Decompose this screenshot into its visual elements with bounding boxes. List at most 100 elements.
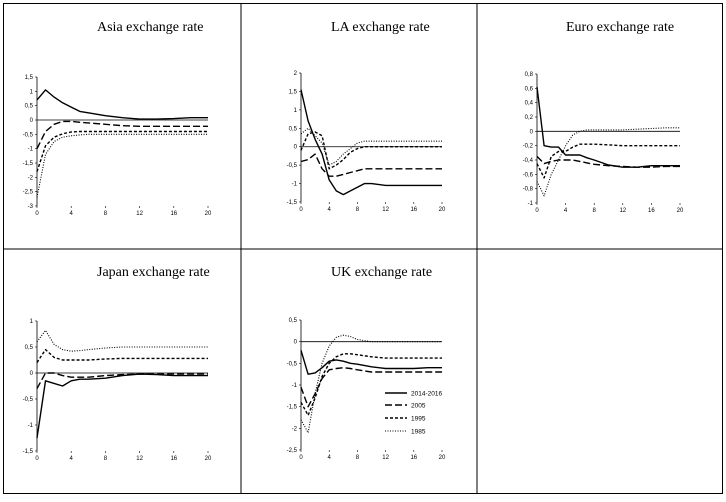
asia-plot: 1,510,50-0,5-1-1,5-2-2,5-30 4 8 12 16 20: [23, 75, 212, 217]
japan-panel-title: Japan exchange rate: [97, 265, 210, 280]
la-series-2014-2016: [300, 89, 442, 196]
japan-series-2014-2016: [36, 373, 208, 439]
legend-label-1985: 1985: [411, 429, 426, 436]
asia-y-tick-label: -2,5: [23, 190, 34, 196]
plot-layer: 1,5 1 0,5 0 -0,5 -1 -1,5 -2 -2,5 -3 0 4 8 12 16 20 2 1,5 1…: [23, 71, 684, 462]
uk-y-tick-label: 0: [294, 340, 298, 346]
la-y-tick-label: -1: [292, 182, 298, 188]
la-y-tick-label: -1,5: [287, 200, 298, 206]
euro-x-tick-label: 0: [535, 208, 539, 214]
la-y-tick-label: 2: [294, 71, 298, 77]
asia-y-tick-label: -2: [28, 175, 34, 181]
asia-y-tick-label: -3: [28, 204, 34, 210]
uk-y-tick-label: -1,5: [287, 405, 298, 411]
la-y-tick-label: 1: [294, 108, 298, 114]
la-series-1995: [300, 131, 442, 170]
uk-series-2014-2016: [300, 350, 442, 375]
euro-x-tick-label: 12: [619, 208, 626, 214]
euro-y-tick-label: 0,8: [525, 72, 534, 78]
uk-legend: 2014-2016 2005 1995 1985: [385, 391, 442, 436]
uk-x-tick-label: 12: [382, 455, 389, 461]
euro-y-tick-label: -0,2: [523, 144, 534, 150]
japan-x-tick-label: 4: [70, 456, 74, 462]
uk-y-tick-label: 0,5: [289, 318, 298, 324]
japan-series-1995: [36, 348, 208, 363]
uk-series-1985: [300, 334, 442, 434]
euro-panel-title: Euro exchange rate: [566, 20, 674, 35]
japan-y-tick-label: -1: [28, 423, 34, 429]
euro-series-2005: [536, 155, 680, 168]
euro-series-2014-2016: [536, 86, 680, 168]
asia-x-tick-label: 8: [104, 211, 108, 217]
uk-x-tick-label: 16: [410, 455, 417, 461]
asia-y-tick-label: -0,5: [23, 132, 34, 138]
japan-x-tick-label: 16: [170, 456, 177, 462]
euro-y-tick-label: -1: [528, 201, 534, 207]
euro-y-tick-label: -0,6: [523, 172, 534, 178]
euro-y-tick-label: -0,8: [523, 187, 534, 193]
asia-x-tick-label: 16: [170, 211, 177, 217]
japan-x-tick-label: 12: [136, 456, 143, 462]
la-x-tick-label: 8: [356, 207, 360, 213]
la-series-1985: [300, 127, 442, 166]
la-y-tick-label: 0,5: [289, 126, 298, 132]
uk-series-2005: [300, 367, 442, 408]
la-y-tick-label: 1,5: [289, 89, 298, 95]
la-series-2005: [300, 153, 442, 177]
uk-y-tick-label: -1: [292, 383, 298, 389]
la-y-tick-label: 0: [294, 145, 298, 151]
japan-x-tick-label: 0: [35, 456, 39, 462]
la-x-tick-label: 16: [410, 207, 417, 213]
asia-series-1995: [36, 130, 208, 172]
uk-x-tick-label: 4: [328, 455, 332, 461]
uk-y-tick-label: -2,5: [287, 448, 298, 454]
uk-y-tick-label: -2: [292, 426, 298, 432]
la-y-tick-label: -0,5: [287, 163, 298, 169]
euro-series-1985: [536, 127, 680, 197]
legend-label-1995: 1995: [411, 416, 426, 423]
uk-series-1995: [300, 353, 442, 416]
asia-x-tick-label: 4: [70, 211, 74, 217]
asia-series-2014-2016: [36, 89, 208, 120]
euro-series-1995: [536, 143, 680, 179]
japan-y-tick-label: 0: [30, 371, 34, 377]
asia-y-tick-label: 0,5: [25, 104, 34, 110]
legend-label-2014-2016: 2014-2016: [411, 391, 442, 398]
la-panel-title: LA exchange rate: [331, 20, 430, 35]
asia-panel-title: Asia exchange rate: [97, 20, 204, 35]
asia-series-1985: [36, 133, 208, 198]
la-x-tick-label: 12: [382, 207, 389, 213]
uk-panel-title: UK exchange rate: [331, 265, 432, 280]
asia-y-tick-label: 0: [30, 118, 34, 124]
japan-x-tick-label: 20: [205, 456, 212, 462]
asia-x-tick-label: 20: [205, 211, 212, 217]
euro-x-tick-label: 20: [677, 208, 684, 214]
euro-x-tick-label: 8: [593, 208, 597, 214]
euro-y-tick-label: 0,2: [525, 115, 534, 121]
japan-series-2005: [36, 372, 208, 389]
la-x-tick-label: 20: [439, 207, 446, 213]
japan-y-tick-label: 0,5: [25, 345, 34, 351]
asia-series-2005: [36, 120, 208, 150]
japan-y-tick-label: -1,5: [23, 449, 34, 455]
la-x-tick-label: 0: [299, 207, 303, 213]
japan-y-tick-label: -0,5: [23, 397, 34, 403]
asia-y-tick-label: -1: [28, 147, 34, 153]
euro-y-tick-label: -0,4: [523, 158, 534, 164]
legend-label-2005: 2005: [411, 403, 426, 410]
asia-y-tick-label: -1,5: [23, 161, 34, 167]
uk-x-tick-label: 0: [299, 455, 303, 461]
panel-frames: [3, 3, 723, 494]
euro-y-tick-label: 0: [530, 129, 534, 135]
euro-x-tick-label: 16: [648, 208, 655, 214]
la-x-tick-label: 4: [328, 207, 332, 213]
uk-y-tick-label: -0,5: [287, 361, 298, 367]
asia-y-tick-label: 1: [30, 89, 34, 95]
japan-series-1985: [36, 329, 208, 352]
euro-y-tick-label: 0,4: [525, 101, 534, 107]
la-plot: 21,510,50-0,5-1-1,50 4 8 12 16 20: [287, 71, 446, 213]
japan-plot: 10,50-0,5-1-1,50 4 8 12 16 20: [23, 319, 212, 462]
uk-plot: 0,50-0,5-1-1,5-2-2,50 4 8 12 16 20: [287, 318, 446, 461]
asia-y-tick-label: 1,5: [25, 75, 34, 81]
euro-plot: 0,80,60,40,20-0,2-0,4-0,6-0,8-10 4 8 12 16 20: [523, 72, 684, 214]
